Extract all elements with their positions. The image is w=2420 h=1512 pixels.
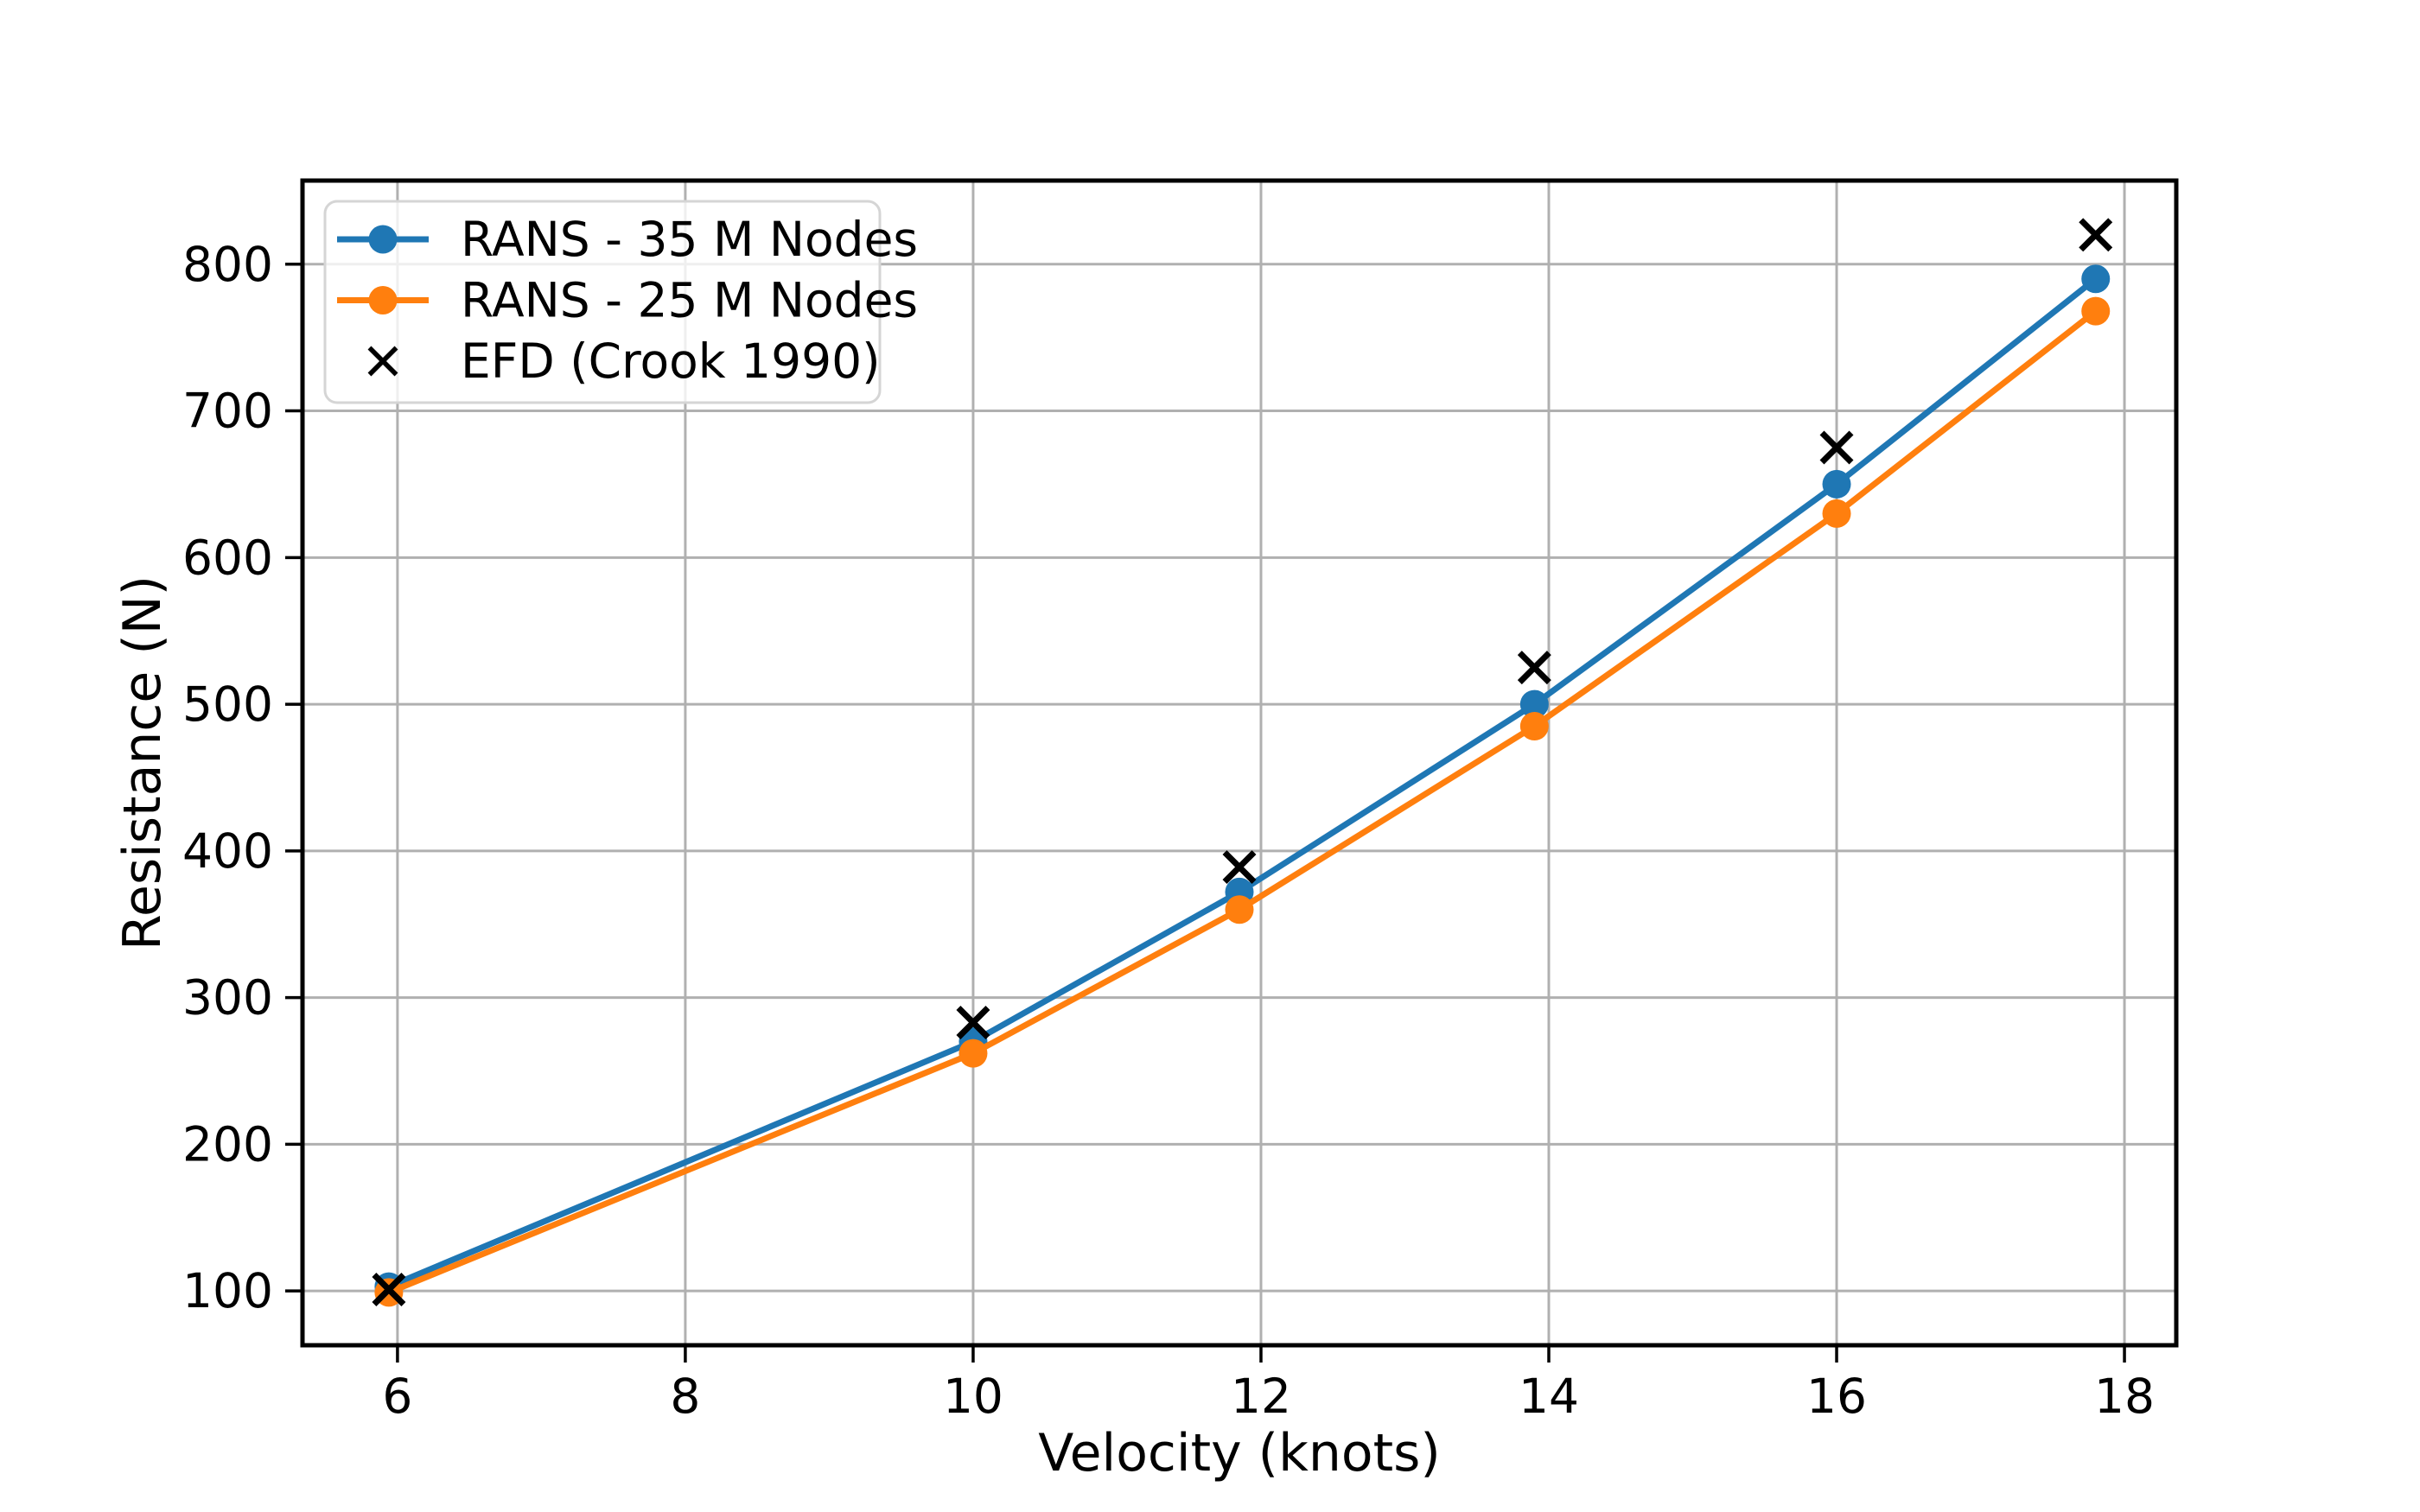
y-tick-label: 300 bbox=[182, 970, 273, 1026]
data-point-x bbox=[1517, 651, 1551, 685]
y-tick-label: 600 bbox=[182, 530, 273, 585]
y-tick-label: 400 bbox=[182, 823, 273, 879]
axes-layer: 6 8 10 12 14 16 18 100 200 300 400 500 600 700 800 bbox=[182, 178, 2179, 1424]
data-point-circle bbox=[1822, 499, 1851, 528]
data-point-x bbox=[956, 1006, 990, 1039]
data-point-circle bbox=[1225, 895, 1254, 924]
y-tick-label: 200 bbox=[182, 1116, 273, 1172]
legend-entry-label: RANS - 25 M Nodes bbox=[461, 273, 918, 328]
y-axis-label: Resistance (N) bbox=[112, 575, 173, 950]
series-line bbox=[387, 308, 2098, 1296]
x-tick-label: 12 bbox=[1231, 1369, 1291, 1424]
data-point-x bbox=[1222, 850, 1257, 885]
data-point-x bbox=[2079, 218, 2113, 252]
y-tick-label: 100 bbox=[182, 1263, 273, 1318]
legend-entry: RANS - 25 M Nodes bbox=[337, 273, 918, 328]
data-point-circle bbox=[958, 1039, 988, 1068]
plot-spines bbox=[300, 178, 2179, 1348]
series-line bbox=[387, 276, 2098, 1290]
data-point-circle bbox=[368, 286, 398, 314]
data-point-x bbox=[372, 1273, 406, 1306]
data-point-circle bbox=[1519, 712, 1549, 741]
data-point-circle bbox=[2081, 264, 2111, 294]
x-tick-label: 14 bbox=[1519, 1369, 1579, 1424]
x-tick-label: 10 bbox=[943, 1369, 1003, 1424]
legend: RANS - 35 M Nodes RANS - 25 M Nodes EFD (C… bbox=[323, 200, 918, 404]
series-2 bbox=[374, 296, 2111, 1307]
data-point-circle bbox=[368, 225, 398, 254]
x-tick-label: 16 bbox=[1806, 1369, 1867, 1424]
y-tick-label: 500 bbox=[182, 677, 273, 732]
data-point-x bbox=[1819, 430, 1854, 465]
y-tick-label: 700 bbox=[182, 384, 273, 439]
data-point-x bbox=[367, 346, 398, 377]
legend-entry-label: EFD (Crook 1990) bbox=[461, 334, 881, 389]
x-tick-label: 18 bbox=[2094, 1369, 2155, 1424]
data-point-circle bbox=[1519, 689, 1549, 719]
x-axis-label: Velocity (knots) bbox=[1038, 1423, 1441, 1483]
series-3 bbox=[372, 218, 2113, 1306]
data-point-circle bbox=[2081, 296, 2111, 326]
legend-entry: EFD (Crook 1990) bbox=[367, 334, 881, 389]
grid-layer bbox=[302, 181, 2176, 1345]
data-point-circle bbox=[1822, 469, 1851, 499]
legend-box bbox=[323, 200, 882, 404]
x-tick-label: 6 bbox=[382, 1369, 412, 1424]
legend-entry: RANS - 35 M Nodes bbox=[337, 212, 918, 267]
y-tick-label: 800 bbox=[182, 237, 273, 292]
legend-entry-label: RANS - 35 M Nodes bbox=[461, 212, 918, 267]
x-tick-label: 8 bbox=[670, 1369, 700, 1424]
series-layer bbox=[372, 218, 2113, 1307]
